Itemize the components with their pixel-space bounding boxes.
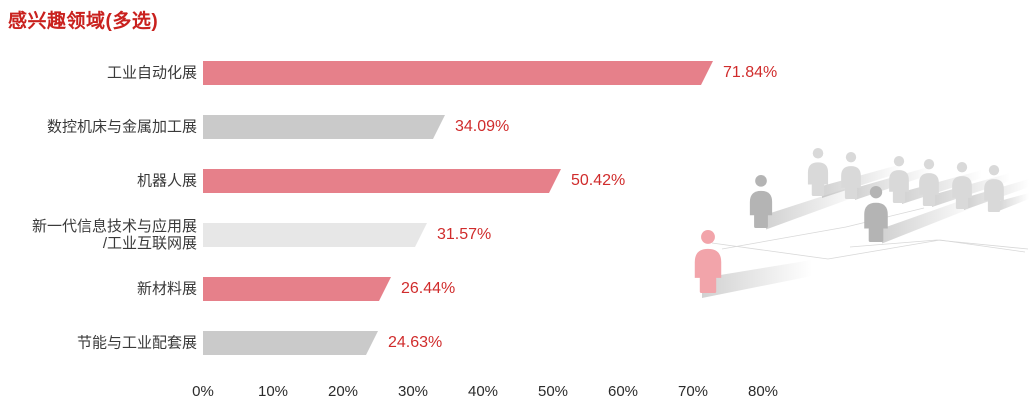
floor-line xyxy=(721,226,847,250)
axis-tick-label: 70% xyxy=(677,383,709,400)
person-shadow xyxy=(996,193,1029,212)
people-crowd-graphic xyxy=(694,148,1029,298)
category-label: 数控机床与金属加工展 xyxy=(46,118,197,136)
floor-line xyxy=(936,239,1029,250)
person-figure xyxy=(807,148,829,196)
person-figure xyxy=(889,156,909,203)
axis-tick-label: 30% xyxy=(397,383,429,400)
person-legs xyxy=(922,193,936,206)
person-body xyxy=(807,162,829,185)
category-label: 新材料展 xyxy=(136,280,197,298)
person-head xyxy=(923,159,935,170)
axis-tick-label: 20% xyxy=(327,383,359,400)
axis-tick-label: 0% xyxy=(192,383,214,400)
person-legs xyxy=(699,276,717,293)
person-legs xyxy=(844,186,858,199)
axis-tick-label: 50% xyxy=(537,383,569,400)
bar xyxy=(203,223,427,247)
bar xyxy=(203,331,378,355)
floor-line xyxy=(849,239,938,248)
person-figure xyxy=(919,159,939,206)
person-body xyxy=(694,248,722,278)
chart-title: 感兴趣领域(多选) xyxy=(8,11,159,32)
person-legs xyxy=(987,199,1001,212)
axis-tick-label: 10% xyxy=(257,383,289,400)
bar xyxy=(203,169,561,193)
person-head xyxy=(755,175,767,187)
person-figure xyxy=(749,175,773,228)
category-label: 工业自动化展 xyxy=(106,64,197,82)
person-legs xyxy=(754,214,768,228)
person-head xyxy=(893,156,905,167)
person-legs xyxy=(868,227,884,242)
person-legs xyxy=(892,190,906,203)
person-head xyxy=(845,152,857,163)
value-label: 31.57% xyxy=(437,226,492,243)
axis-tick-label: 60% xyxy=(607,383,639,400)
bar xyxy=(203,61,713,85)
person-head xyxy=(701,230,715,244)
person-head xyxy=(869,186,883,199)
person-figure xyxy=(864,186,888,242)
bar xyxy=(203,115,445,139)
person-body xyxy=(749,190,773,216)
person-legs xyxy=(955,196,969,209)
bar xyxy=(203,277,391,301)
person-legs xyxy=(811,183,825,196)
category-label: 新一代信息技术与应用展/工业互联网展 xyxy=(31,218,197,252)
person-figure xyxy=(841,152,861,199)
person-shadow xyxy=(702,260,812,298)
person-figure xyxy=(694,230,722,293)
category-label: 机器人展 xyxy=(136,172,197,190)
category-label: 节能与工业配套展 xyxy=(76,334,197,352)
person-shadow xyxy=(822,164,902,198)
person-body xyxy=(952,176,972,198)
value-label: 71.84% xyxy=(723,64,778,81)
person-head xyxy=(812,148,824,159)
person-figure xyxy=(984,165,1004,212)
person-head xyxy=(956,162,968,173)
value-label: 50.42% xyxy=(571,172,626,189)
floor-line xyxy=(711,242,829,260)
person-body xyxy=(889,170,909,192)
person-body xyxy=(864,202,888,229)
person-shadow xyxy=(766,183,862,230)
person-body xyxy=(919,173,939,195)
value-label: 34.09% xyxy=(455,118,510,135)
value-label: 24.63% xyxy=(388,334,443,351)
person-head xyxy=(988,165,1000,176)
person-body xyxy=(984,179,1004,201)
axis-tick-label: 80% xyxy=(747,383,779,400)
floor-line xyxy=(827,239,941,260)
person-shadow xyxy=(882,194,978,244)
person-figure xyxy=(952,162,972,209)
axis-tick-label: 40% xyxy=(467,383,499,400)
person-body xyxy=(841,166,861,188)
value-label: 26.44% xyxy=(401,280,456,297)
